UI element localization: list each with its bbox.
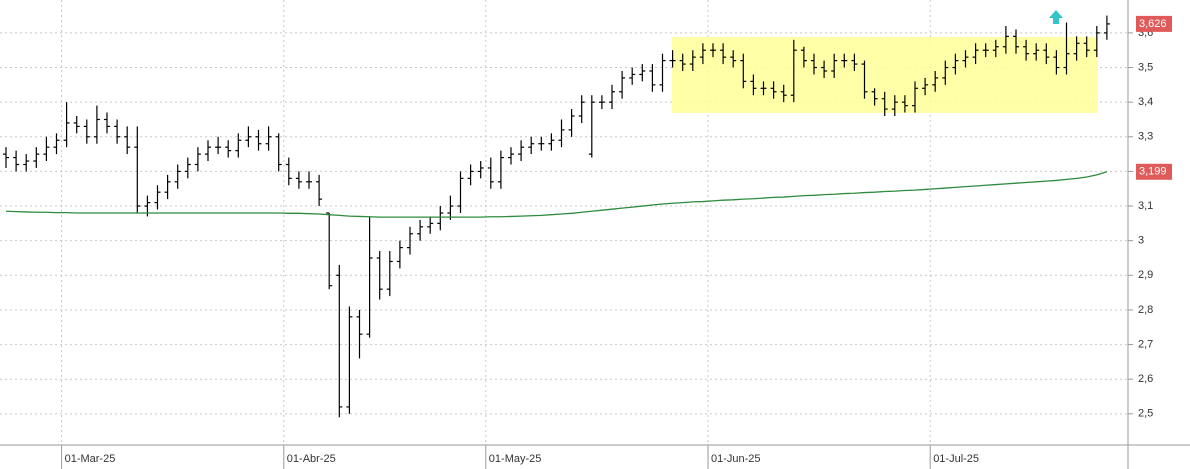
price-label-box: [1136, 163, 1172, 180]
price-label: 3,626: [1139, 18, 1167, 30]
y-tick-label: 2,5: [1138, 408, 1153, 420]
x-tick-label: 01-Jul-25: [933, 453, 979, 465]
y-tick-label: 3,4: [1138, 96, 1153, 108]
price-label-box: [1136, 15, 1172, 32]
y-tick-label: 3: [1138, 235, 1144, 247]
up-arrow: [1049, 10, 1063, 24]
price-label: 3,199: [1139, 166, 1167, 178]
y-tick-label: 2,6: [1138, 373, 1153, 385]
x-tick-label: 01-Abr-25: [287, 453, 336, 465]
y-tick-label: 3,5: [1138, 61, 1153, 73]
marks: [3, 15, 1110, 418]
y-tick-label: 2,7: [1138, 338, 1153, 350]
moving-average-line: [5, 171, 1108, 218]
y-tick-label: 2,8: [1138, 304, 1153, 316]
y-tick-label: 3,3: [1138, 131, 1153, 143]
x-tick-label: 01-Mar-25: [65, 453, 116, 465]
y-tick-label: 3,1: [1138, 200, 1153, 212]
x-tick-label: 01-May-25: [489, 453, 542, 465]
x-tick-label: 01-Jun-25: [711, 453, 761, 465]
y-tick-label: 2,9: [1138, 269, 1153, 281]
